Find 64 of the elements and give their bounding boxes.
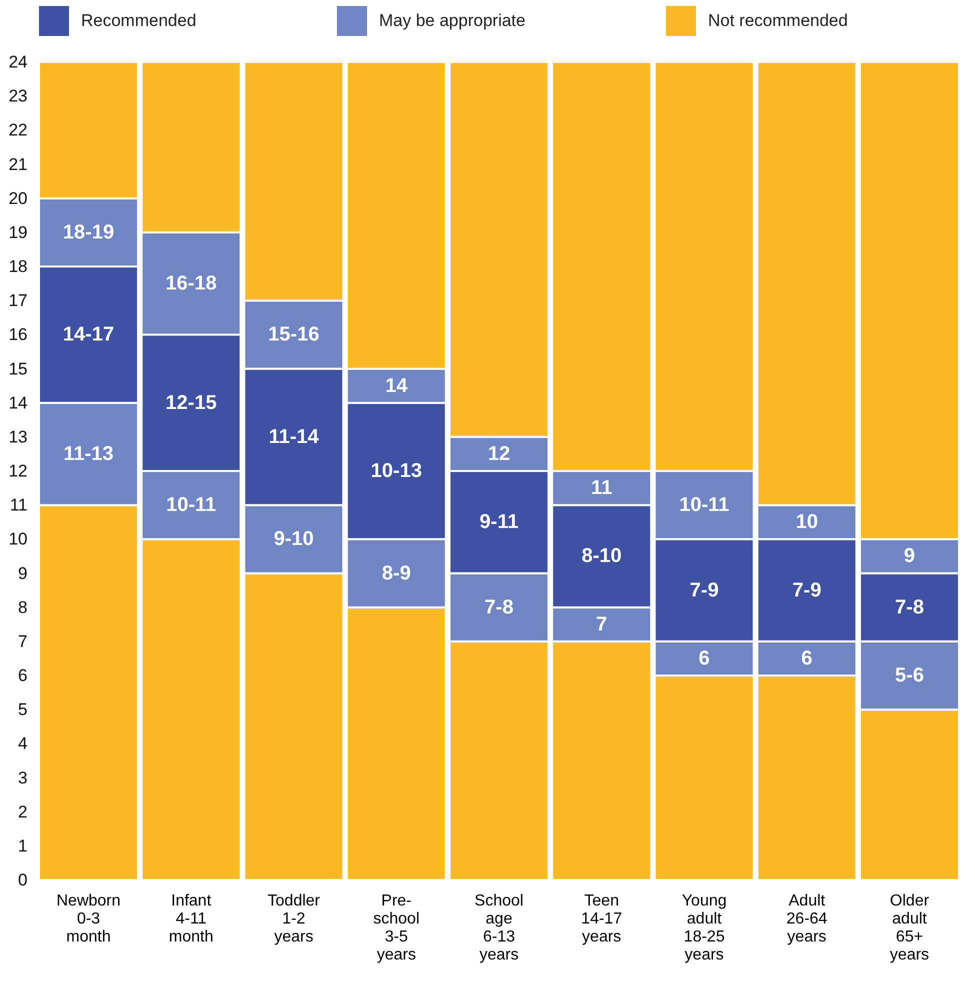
y-tick-label: 10 bbox=[8, 530, 28, 549]
y-tick-label: 18 bbox=[8, 257, 28, 276]
y-tick-label: 20 bbox=[8, 188, 28, 208]
annotation: 7-8 bbox=[484, 596, 514, 618]
annotation: 7-8 bbox=[895, 596, 924, 618]
annotation: 11 bbox=[591, 477, 612, 500]
x-tick-label: Newborn 0-3 month bbox=[56, 892, 121, 946]
annotation: 8-10 bbox=[582, 545, 622, 568]
y-tick-label: 15 bbox=[8, 359, 28, 378]
y-tick-label: 2 bbox=[18, 802, 28, 822]
annotation: 16-18 bbox=[166, 272, 217, 295]
series-label: Not recommended bbox=[708, 11, 848, 30]
y-tick-label: 22 bbox=[8, 120, 28, 140]
annotation: 11-13 bbox=[63, 442, 114, 465]
x-tick-label: Teen 14-17 years bbox=[581, 892, 622, 946]
x-tick-label: School age 6-13 years bbox=[474, 892, 524, 964]
annotation: 7 bbox=[596, 613, 608, 636]
y-tick-label: 6 bbox=[18, 666, 28, 685]
annotation: 14 bbox=[385, 374, 408, 397]
annotation: 12 bbox=[488, 442, 510, 465]
annotation: 10 bbox=[796, 511, 818, 534]
y-tick-label: 1 bbox=[18, 836, 28, 856]
y-tick-label: 12 bbox=[8, 462, 28, 480]
y-tick-label: 0 bbox=[18, 870, 28, 890]
annotation: 10-11 bbox=[679, 494, 730, 516]
x-tick-label: Older adult 65+ years bbox=[890, 892, 930, 964]
annotation: 15-16 bbox=[268, 324, 320, 346]
annotation: 11-14 bbox=[268, 426, 320, 448]
annotation: 9 bbox=[904, 545, 916, 568]
annotation: 7-9 bbox=[792, 579, 822, 602]
y-tick-label: 4 bbox=[18, 734, 28, 754]
x-tick-label: Young adult 18-25 years bbox=[682, 892, 727, 964]
annotation: 14-17 bbox=[62, 324, 114, 346]
annotation: 6 bbox=[698, 647, 710, 670]
annotation: 8-9 bbox=[382, 562, 411, 584]
annotation: 12-15 bbox=[166, 392, 217, 414]
annotation: 5-6 bbox=[895, 664, 924, 686]
y-tick-label: 21 bbox=[8, 154, 28, 174]
annotation: 7-9 bbox=[690, 579, 719, 602]
y-tick-label: 14 bbox=[8, 393, 28, 412]
y-tick-label: 3 bbox=[18, 768, 28, 788]
annotation: 18-19 bbox=[62, 221, 114, 244]
y-tick-label: 23 bbox=[8, 86, 28, 106]
y-tick-label: 5 bbox=[18, 700, 28, 720]
y-tick-label: 24 bbox=[8, 52, 28, 72]
y-tick-label: 19 bbox=[8, 222, 28, 242]
y-tick-label: 7 bbox=[18, 632, 28, 651]
annotation: 9-10 bbox=[274, 528, 314, 550]
y-tick-label: 13 bbox=[8, 427, 28, 446]
x-tick-label: Infant 4-11 month bbox=[168, 892, 214, 946]
y-tick-label: 8 bbox=[18, 598, 28, 617]
x-tick-label: Toddler 1-2 years bbox=[268, 892, 321, 946]
x-tick-label: Pre- school 3-5 years bbox=[373, 892, 420, 964]
annotation: 10-11 bbox=[166, 494, 216, 516]
y-tick-label: 11 bbox=[10, 496, 28, 515]
y-tick-label: 9 bbox=[18, 564, 28, 583]
annotation: 6 bbox=[801, 647, 812, 670]
y-tick-label: 16 bbox=[8, 325, 28, 344]
annotation: 9-11 bbox=[480, 511, 518, 534]
x-tick-label: Adult 26-64 years bbox=[786, 892, 828, 946]
legend-label: May be appropriate bbox=[379, 11, 526, 30]
y-tick-label: 17 bbox=[8, 291, 28, 310]
annotation: 10-13 bbox=[370, 460, 422, 482]
legend-label: Recommended bbox=[81, 11, 196, 30]
